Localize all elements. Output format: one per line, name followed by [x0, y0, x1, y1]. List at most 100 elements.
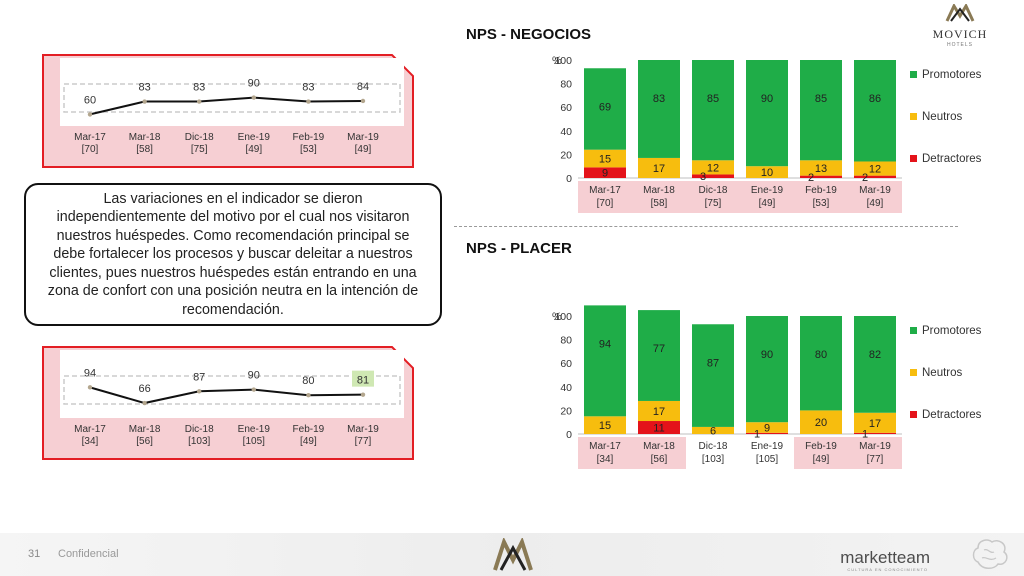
- movich-logo: MOVICH HOTELS: [930, 2, 990, 48]
- category-label: Mar-17: [74, 424, 106, 435]
- negocios-chart-title: NPS - NEGOCIOS: [466, 26, 592, 43]
- data-label-promotores: 69: [599, 101, 611, 113]
- y-axis-unit: %: [552, 55, 562, 67]
- data-label: 90: [248, 78, 260, 90]
- insight-text: Las variaciones en el indicador se diero…: [47, 190, 419, 318]
- legend-swatch-promotores: [910, 71, 917, 78]
- panel-plot-area: [60, 58, 404, 126]
- category-label: Ene-19: [751, 441, 784, 452]
- category-band: [794, 437, 902, 469]
- category-label: Feb-19: [293, 424, 325, 435]
- placer-chart-title: NPS - PLACER: [466, 240, 572, 257]
- data-label-promotores: 83: [653, 93, 665, 105]
- sample-size-label: [103]: [702, 454, 724, 465]
- sample-size-label: [75]: [705, 198, 722, 209]
- sample-size-label: [34]: [597, 454, 614, 465]
- category-label: Mar-18: [643, 441, 675, 452]
- legend-label-neutros: Neutros: [922, 367, 963, 379]
- data-label: 81: [357, 375, 369, 387]
- data-point: [142, 99, 147, 104]
- highlight-box: [352, 370, 374, 387]
- bar-segment-neutros: [746, 166, 788, 178]
- data-label-promotores: 85: [707, 93, 719, 105]
- data-label-neutros: 15: [599, 420, 611, 432]
- y-axis-unit: %: [552, 311, 562, 323]
- sample-size-label: [49]: [245, 144, 262, 155]
- sample-size-label: [49]: [813, 454, 830, 465]
- data-label-neutros: 9: [764, 423, 770, 435]
- category-label: Ene-19: [238, 424, 271, 435]
- data-label: 87: [193, 371, 205, 383]
- brand-sub: HOTELS: [946, 42, 973, 48]
- bar-segment-promotores: [800, 316, 842, 411]
- bar-segment-promotores: [800, 60, 842, 161]
- bar-segment-neutros: [854, 161, 896, 176]
- bar-segment-detractores: [854, 432, 896, 434]
- insight-text-box: Las variaciones en el indicador se diero…: [24, 183, 442, 326]
- data-label: 83: [138, 82, 150, 94]
- data-point: [142, 400, 147, 406]
- data-label-promotores: 90: [761, 93, 773, 105]
- bar-segment-neutros: [800, 160, 842, 176]
- y-tick-label: 100: [554, 55, 572, 67]
- sample-size-label: [34]: [82, 436, 99, 447]
- brand-name: MOVICH: [932, 27, 988, 41]
- page-number: 31: [28, 548, 41, 560]
- series-line: [89, 96, 364, 116]
- bar-segment-neutros: [692, 426, 734, 434]
- footer-monogram-icon: [493, 538, 533, 571]
- data-label-neutros: 6: [710, 425, 716, 437]
- y-tick-label: 100: [554, 311, 572, 323]
- category-label: Mar-17: [589, 185, 621, 196]
- category-label: Ene-19: [238, 132, 271, 143]
- category-label: Mar-19: [859, 441, 891, 452]
- bar-segment-promotores: [692, 60, 734, 161]
- bar-segment-promotores: [746, 60, 788, 167]
- panel-dashed-box: [63, 83, 401, 113]
- data-label: 84: [357, 81, 369, 93]
- bar-segment-detractores: [800, 175, 842, 178]
- confidential-note: Confidencial: [58, 548, 119, 560]
- bar-segment-promotores: [584, 305, 626, 417]
- category-label: Mar-17: [74, 132, 106, 143]
- sample-size-label: [53]: [300, 144, 317, 155]
- sample-size-label: [75]: [191, 144, 208, 155]
- y-tick-label: 60: [560, 358, 572, 370]
- legend-label-detractores: Detractores: [922, 153, 982, 165]
- data-label-detractores: 3: [700, 171, 706, 183]
- y-tick-label: 40: [560, 382, 572, 394]
- legend-label-promotores: Promotores: [922, 325, 982, 337]
- category-label: Mar-18: [129, 132, 161, 143]
- category-label: Dic-18: [699, 441, 728, 452]
- y-tick-label: 80: [560, 335, 572, 347]
- bar-segment-neutros: [638, 400, 680, 422]
- legend-swatch-neutros: [910, 369, 917, 376]
- negocios-line-panel: 60 83 83 90 83 84 Mar-17[70] Mar-18[58] Dic-18[7…: [42, 54, 414, 168]
- y-tick-label: 20: [560, 405, 572, 417]
- sample-size-label: [56]: [651, 454, 668, 465]
- category-label: Mar-19: [347, 424, 379, 435]
- movich-monogram-icon: [945, 2, 975, 22]
- category-label: Mar-17: [589, 441, 621, 452]
- bar-segment-detractores: [638, 421, 680, 434]
- legend-label-neutros: Neutros: [922, 111, 963, 123]
- bar-segment-detractores: [746, 432, 788, 434]
- sample-size-label: [70]: [597, 198, 614, 209]
- data-point: [87, 112, 93, 117]
- legend-swatch-promotores: [910, 327, 917, 334]
- data-label-detractores: 1: [862, 428, 868, 440]
- data-label: 90: [248, 370, 260, 382]
- data-label-detractores: 2: [808, 172, 814, 184]
- data-point: [360, 98, 366, 104]
- sample-size-label: [49]: [759, 198, 776, 209]
- data-label-detractores: 11: [653, 423, 664, 435]
- data-label-promotores: 90: [761, 349, 773, 361]
- bar-segment-neutros: [800, 410, 842, 434]
- data-label-neutros: 15: [599, 154, 611, 166]
- category-label: Mar-18: [129, 424, 161, 435]
- sample-size-label: [49]: [300, 436, 317, 447]
- data-point: [251, 387, 256, 392]
- sample-size-label: [70]: [82, 144, 99, 155]
- bar-segment-neutros: [692, 160, 734, 175]
